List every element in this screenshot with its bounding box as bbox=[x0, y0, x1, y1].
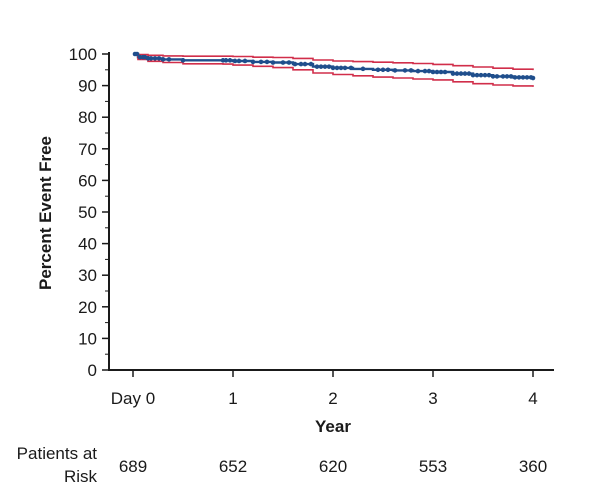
y-axis-title: Percent Event Free bbox=[36, 136, 55, 290]
censor-mark bbox=[242, 58, 248, 64]
series-ci-lower-line bbox=[133, 53, 534, 87]
censor-mark bbox=[342, 65, 348, 71]
risk-table-label-line2: Risk bbox=[64, 467, 98, 486]
y-tick-label: 80 bbox=[78, 108, 97, 127]
y-tick-label: 20 bbox=[78, 298, 97, 317]
censor-mark bbox=[516, 75, 522, 80]
censor-mark bbox=[280, 60, 286, 65]
censor-mark bbox=[152, 56, 158, 61]
censor-mark bbox=[512, 75, 518, 80]
censor-mark bbox=[232, 58, 238, 64]
censor-mark bbox=[478, 72, 484, 78]
censor-mark bbox=[223, 58, 229, 63]
censor-mark bbox=[520, 75, 526, 80]
censor-mark bbox=[392, 68, 398, 73]
censor-mark bbox=[486, 72, 492, 78]
censor-mark bbox=[302, 61, 308, 67]
censor-mark bbox=[415, 68, 421, 74]
censor-mark bbox=[408, 68, 414, 73]
risk-table-value: 652 bbox=[219, 457, 247, 476]
censor-mark bbox=[292, 61, 298, 67]
y-tick-label: 50 bbox=[78, 203, 97, 222]
censor-mark bbox=[270, 60, 276, 65]
risk-table-value: 553 bbox=[419, 457, 447, 476]
plot-area bbox=[132, 51, 536, 87]
censor-mark bbox=[442, 69, 448, 75]
censor-mark bbox=[375, 67, 381, 73]
x-tick-label: 1 bbox=[228, 389, 237, 408]
censor-mark bbox=[338, 65, 344, 71]
censor-mark bbox=[530, 75, 536, 81]
risk-table-values: 689 652 620 553 360 bbox=[119, 457, 547, 476]
censor-mark bbox=[227, 58, 233, 63]
censor-mark bbox=[450, 71, 456, 76]
censor-mark bbox=[360, 66, 366, 72]
x-tick-label: 4 bbox=[528, 389, 537, 408]
censor-mark bbox=[385, 67, 391, 73]
censor-mark bbox=[314, 64, 320, 69]
y-tick-label: 70 bbox=[78, 140, 97, 159]
censor-mark bbox=[250, 59, 256, 65]
censor-mark bbox=[308, 61, 314, 67]
x-tick-label: 2 bbox=[328, 389, 337, 408]
censor-mark bbox=[438, 69, 444, 75]
censor-mark bbox=[326, 64, 332, 69]
censor-mark bbox=[330, 65, 336, 71]
censor-mark bbox=[474, 72, 480, 78]
y-tick-label: 30 bbox=[78, 266, 97, 285]
censor-mark bbox=[166, 57, 172, 62]
axes: 0 10 20 30 40 50 60 70 80 90 100 Day 0 1 2 3 4 bbox=[69, 45, 554, 408]
series-ci-upper-line bbox=[133, 53, 534, 71]
y-tick-label: 40 bbox=[78, 235, 97, 254]
censor-mark bbox=[454, 71, 460, 76]
censor-mark bbox=[508, 74, 514, 79]
censor-mark bbox=[462, 71, 468, 76]
censor-mark bbox=[160, 57, 166, 62]
censor-mark bbox=[156, 56, 162, 61]
y-tick-label: 100 bbox=[69, 45, 97, 64]
censor-mark bbox=[134, 51, 140, 57]
censor-mark bbox=[494, 74, 500, 79]
censor-mark bbox=[426, 68, 432, 74]
risk-table-value: 360 bbox=[519, 457, 547, 476]
censor-mark bbox=[148, 56, 154, 61]
censor-mark bbox=[258, 59, 264, 65]
y-tick-label: 60 bbox=[78, 171, 97, 190]
y-tick-label: 10 bbox=[78, 329, 97, 348]
censor-mark bbox=[466, 71, 472, 76]
y-tick-label: 90 bbox=[78, 77, 97, 96]
censor-mark bbox=[470, 72, 476, 78]
risk-table-value: 689 bbox=[119, 457, 147, 476]
x-tick-label: Day 0 bbox=[111, 389, 155, 408]
censor-mark bbox=[402, 68, 408, 73]
censor-mark bbox=[422, 68, 428, 74]
censor-mark bbox=[348, 65, 354, 71]
censor-mark bbox=[482, 72, 488, 78]
censor-mark bbox=[180, 58, 186, 63]
x-tick-label: 3 bbox=[428, 389, 437, 408]
censor-mark bbox=[458, 71, 464, 76]
risk-table-value: 620 bbox=[319, 457, 347, 476]
censor-mark bbox=[318, 64, 324, 69]
censor-mark bbox=[504, 74, 510, 79]
censor-mark bbox=[434, 69, 440, 75]
censor-mark bbox=[500, 74, 506, 79]
censor-mark bbox=[236, 58, 242, 64]
censor-mark bbox=[286, 60, 292, 65]
x-axis-title: Year bbox=[315, 417, 351, 436]
censor-mark bbox=[380, 67, 386, 73]
censor-mark bbox=[430, 69, 436, 75]
risk-table-label-line1: Patients at bbox=[17, 444, 98, 463]
censor-mark bbox=[322, 64, 328, 69]
censor-mark bbox=[334, 65, 340, 71]
censor-mark bbox=[490, 74, 496, 79]
censor-mark bbox=[264, 59, 270, 65]
censor-mark bbox=[298, 61, 304, 67]
censor-mark bbox=[524, 75, 530, 80]
y-tick-label: 0 bbox=[88, 361, 97, 380]
